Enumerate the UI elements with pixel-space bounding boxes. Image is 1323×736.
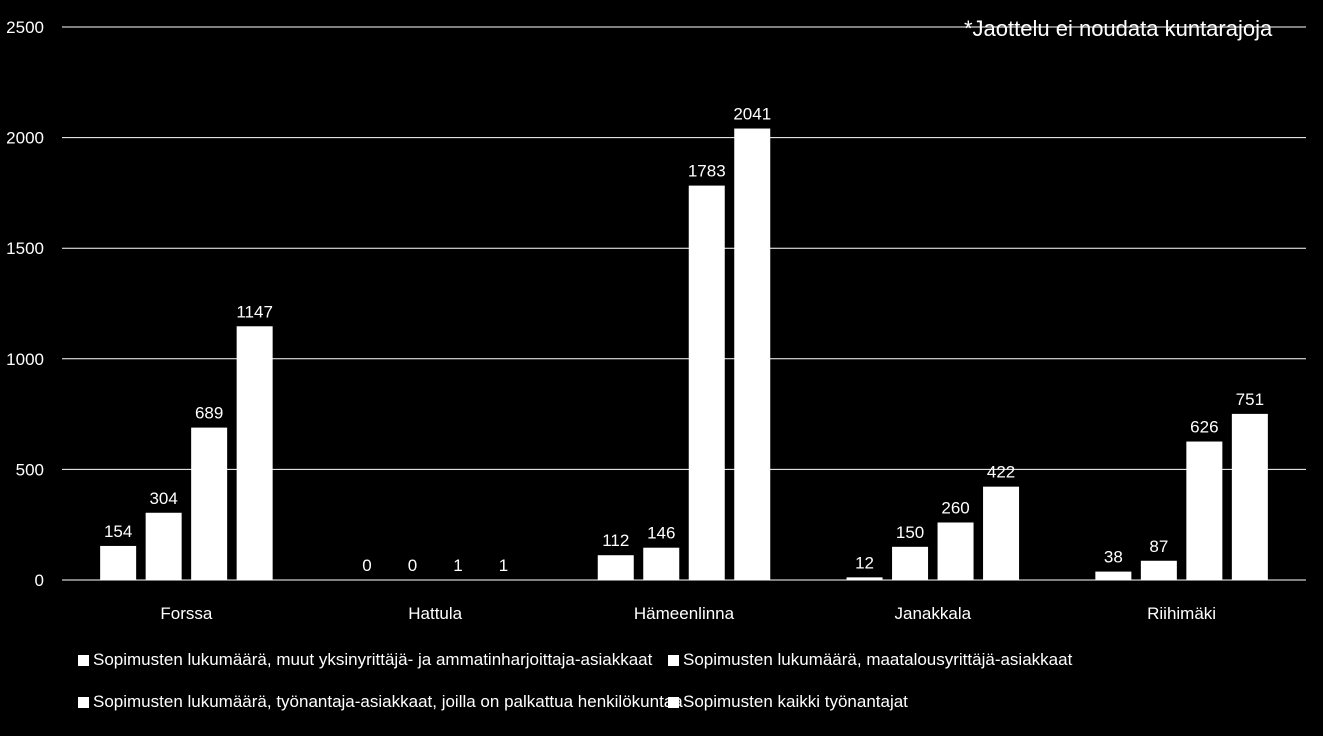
y-tick-label: 1500 bbox=[6, 239, 44, 258]
legend-label: Sopimusten lukumäärä, maatalousyrittäjä-… bbox=[683, 650, 1073, 669]
x-tick-label: Hämeenlinna bbox=[634, 604, 735, 623]
y-tick-label: 2500 bbox=[6, 18, 44, 37]
y-axis-ticks: 0 500 1000 1500 2000 2500 bbox=[6, 18, 44, 590]
chart-annotation: *Jaottelu ei noudata kuntarajoja bbox=[964, 16, 1273, 41]
y-tick-label: 1000 bbox=[6, 350, 44, 369]
legend-swatch bbox=[668, 654, 679, 666]
bar bbox=[983, 486, 1020, 580]
bar bbox=[1186, 441, 1223, 580]
bar bbox=[597, 555, 634, 580]
legend-item-series-3: Sopimusten lukumäärä, työnantaja-asiakka… bbox=[78, 692, 683, 712]
data-label: 1 bbox=[453, 556, 462, 575]
bar bbox=[937, 522, 974, 580]
data-label: 1147 bbox=[236, 302, 273, 321]
bar bbox=[191, 427, 228, 580]
legend-swatch bbox=[78, 654, 89, 666]
legend-label: Sopimusten lukumäärä, työnantaja-asiakka… bbox=[93, 692, 683, 711]
data-label: 304 bbox=[149, 489, 177, 508]
data-label: 689 bbox=[195, 404, 223, 423]
legend-item-series-1: Sopimusten lukumäärä, muut yksinyrittäjä… bbox=[78, 650, 652, 670]
x-axis-categories: Forssa Hattula Hämeenlinna Janakkala Riihimä… bbox=[160, 604, 1216, 623]
legend-item-series-4: Sopimusten kaikki työnantajat bbox=[668, 692, 908, 712]
x-tick-label: Janakkala bbox=[895, 604, 972, 623]
y-tick-label: 0 bbox=[35, 571, 44, 590]
legend-item-series-2: Sopimusten lukumäärä, maatalousyrittäjä-… bbox=[668, 650, 1072, 670]
data-label: 38 bbox=[1104, 548, 1123, 567]
x-tick-label: Hattula bbox=[408, 604, 462, 623]
x-tick-label: Forssa bbox=[160, 604, 213, 623]
bar bbox=[643, 547, 680, 580]
data-label: 0 bbox=[362, 556, 371, 575]
legend-swatch bbox=[78, 696, 89, 708]
data-labels: 154 304 689 1147 0 0 1 1 112 146 1783 2041 12 150 260 4… bbox=[104, 105, 1264, 575]
data-label: 1 bbox=[499, 556, 508, 575]
data-label: 626 bbox=[1190, 418, 1218, 437]
y-tick-label: 2000 bbox=[6, 129, 44, 148]
data-label: 150 bbox=[896, 523, 924, 542]
x-tick-label: Riihimäki bbox=[1147, 604, 1216, 623]
data-label: 0 bbox=[408, 556, 417, 575]
data-label: 422 bbox=[987, 463, 1015, 482]
data-label: 2041 bbox=[733, 105, 771, 124]
bar bbox=[236, 326, 273, 580]
bar bbox=[145, 512, 182, 580]
data-label: 751 bbox=[1236, 390, 1264, 409]
legend-label: Sopimusten lukumäärä, muut yksinyrittäjä… bbox=[93, 650, 653, 669]
bar bbox=[100, 545, 137, 580]
legend-swatch bbox=[668, 696, 679, 708]
data-label: 260 bbox=[941, 498, 969, 517]
bar bbox=[1231, 413, 1268, 580]
data-label: 154 bbox=[104, 522, 132, 541]
bar bbox=[892, 546, 929, 580]
bar-chart: 0 500 1000 1500 2000 2500 154 304 689 1147 0 0 1 1 11… bbox=[6, 18, 1306, 623]
bar bbox=[1140, 560, 1177, 580]
bar bbox=[846, 577, 883, 580]
bar bbox=[1095, 571, 1132, 580]
bar bbox=[688, 185, 725, 580]
y-tick-label: 500 bbox=[16, 460, 44, 479]
data-label: 87 bbox=[1149, 537, 1168, 556]
data-label: 12 bbox=[855, 553, 874, 572]
legend-label: Sopimusten kaikki työnantajat bbox=[683, 692, 908, 711]
bar bbox=[734, 128, 771, 580]
data-label: 1783 bbox=[688, 162, 726, 181]
data-label: 112 bbox=[602, 531, 629, 550]
bars bbox=[100, 128, 1268, 580]
data-label: 146 bbox=[647, 524, 675, 543]
